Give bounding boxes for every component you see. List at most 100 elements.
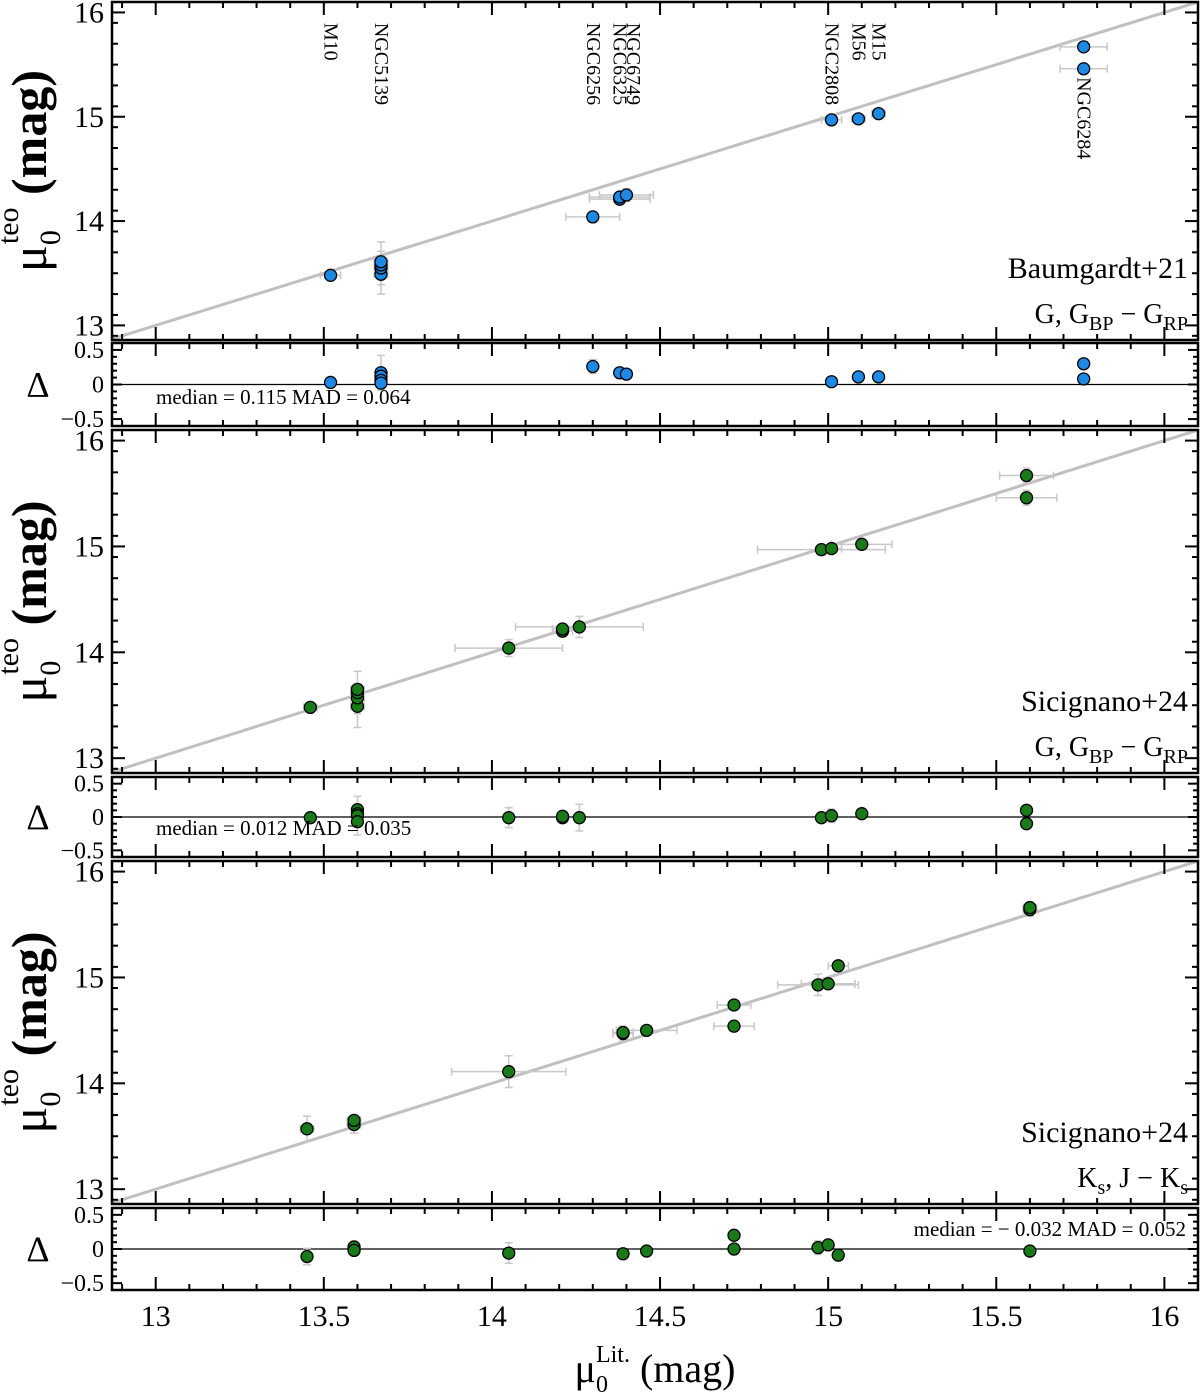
band-sub2: RP <box>1164 313 1188 335</box>
ylabel-unit: (mag) <box>1 501 57 638</box>
data-point <box>1019 468 1034 483</box>
errorbars <box>299 902 1038 1143</box>
data-point <box>502 1065 516 1079</box>
residual-point <box>502 811 516 825</box>
y-tick-label: 13 <box>74 309 104 342</box>
residual-panel-baumgardt: 0.5 0 −0.5 Δ median = 0.115 MAD = 0.064 <box>26 338 1200 433</box>
x-axis: 13 13.5 14 14.5 15 15.5 16 μ0 Lit. (mag) <box>141 1300 1180 1396</box>
data-point <box>1023 900 1037 915</box>
residual-point <box>727 1228 741 1242</box>
residual-point <box>586 359 600 374</box>
y-tick-label: 16 <box>74 856 104 889</box>
errorbars <box>319 41 1108 295</box>
band-sub1: BP <box>1089 746 1113 768</box>
x-axis-label: μ0 Lit. (mag) <box>575 1342 736 1396</box>
res-tick-label: −0.5 <box>60 407 104 433</box>
errorbars <box>302 467 1058 729</box>
y-tick-label: 13 <box>74 742 104 775</box>
residual-point <box>1019 817 1034 831</box>
band-sub1: BP <box>1089 313 1113 335</box>
xlabel-sub: 0 <box>596 1372 608 1396</box>
data-point <box>502 641 516 655</box>
stat-text: median = − 0.032 MAD = 0.052 <box>914 1217 1186 1241</box>
panel-frame <box>110 859 1200 1206</box>
xlabel-mu: μ <box>575 1346 596 1391</box>
data-point <box>303 700 318 715</box>
band-minus: − G <box>1114 299 1164 330</box>
band-main: G, G <box>1035 732 1089 763</box>
delta-label: Δ <box>26 1229 49 1269</box>
residual-point <box>555 809 570 823</box>
data-point <box>639 1023 654 1038</box>
band-sub2: RP <box>1164 746 1188 768</box>
residual-point <box>502 1246 516 1260</box>
x-tick-label: 14 <box>477 1300 507 1333</box>
x-tick-label: 15.5 <box>970 1300 1023 1333</box>
cluster-label: NGC2808 <box>821 23 843 105</box>
band-sub1: s <box>1097 1177 1105 1199</box>
one-to-one-line <box>112 861 1198 1204</box>
residual-point <box>821 1238 835 1252</box>
res-tick-label: 0 <box>92 373 104 399</box>
cluster-label: NGC6749 <box>622 23 644 105</box>
data-point <box>1077 40 1091 54</box>
band-minus: , J − K <box>1105 1163 1180 1194</box>
y-axis-label: μ0 teo (mag) <box>0 70 67 272</box>
band-sub2: s <box>1180 1177 1188 1199</box>
residual-point <box>1077 372 1091 386</box>
data-point <box>727 998 741 1012</box>
y-axis-label: μ0 teo (mag) <box>0 501 67 703</box>
ylabel-sup: teo <box>0 638 25 675</box>
one-to-one-group <box>112 861 1198 1204</box>
residual-point <box>824 375 839 389</box>
delta-label: Δ <box>26 365 49 405</box>
residual-point <box>831 1248 845 1262</box>
y-axis-label: μ0 teo (mag) <box>0 932 67 1134</box>
y-tick-label: 16 <box>74 0 104 29</box>
legend-bands: Ks, J − Ks <box>1077 1163 1188 1199</box>
residual-point <box>616 1247 630 1261</box>
x-tick-label: 16 <box>1149 1300 1179 1333</box>
y-tick-label: 15 <box>74 101 104 134</box>
y-tick-label: 14 <box>74 636 104 669</box>
residual-point <box>347 1243 361 1258</box>
one-to-one-line <box>112 2 1198 340</box>
residual-point <box>300 1249 314 1264</box>
one-to-one-line <box>112 430 1198 773</box>
residual-panel-sicignano_2mass: 0.5 0 −0.5 Δ median = − 0.032 MAD = 0.052 <box>26 1203 1200 1297</box>
band-main: K <box>1077 1163 1097 1194</box>
data-point <box>300 1122 314 1136</box>
cluster-label: NGC6284 <box>1073 77 1095 159</box>
data-point <box>619 188 634 202</box>
xlabel-unit: (mag) <box>630 1346 736 1391</box>
panel-frame <box>110 0 1200 342</box>
ylabel-sup: teo <box>0 1069 25 1106</box>
residual-point <box>303 811 318 825</box>
ylabel-unit: (mag) <box>1 932 57 1069</box>
res-tick-label: −0.5 <box>60 1271 104 1297</box>
panel-frame <box>110 428 1200 775</box>
data-point <box>374 255 388 269</box>
residual-point <box>350 815 365 829</box>
data-point <box>1019 491 1034 505</box>
res-tick-label: 0 <box>92 1237 104 1263</box>
legend-bands: G, GBP − GRP <box>1035 732 1188 768</box>
y-tick-label: 16 <box>74 425 104 458</box>
one-to-one-group <box>112 2 1198 340</box>
residual-point <box>727 1242 741 1256</box>
legend-source: Sicignano+24 <box>1021 1116 1188 1149</box>
band-main: G, G <box>1035 299 1089 330</box>
data-point <box>616 1025 630 1040</box>
xlabel-sup: Lit. <box>596 1342 630 1368</box>
markers <box>323 40 1091 282</box>
data-point <box>831 959 845 973</box>
ylabel-sub: 0 <box>34 661 67 676</box>
data-point <box>1077 62 1091 76</box>
residual-point <box>374 376 388 390</box>
ylabel-sub: 0 <box>34 1092 67 1107</box>
